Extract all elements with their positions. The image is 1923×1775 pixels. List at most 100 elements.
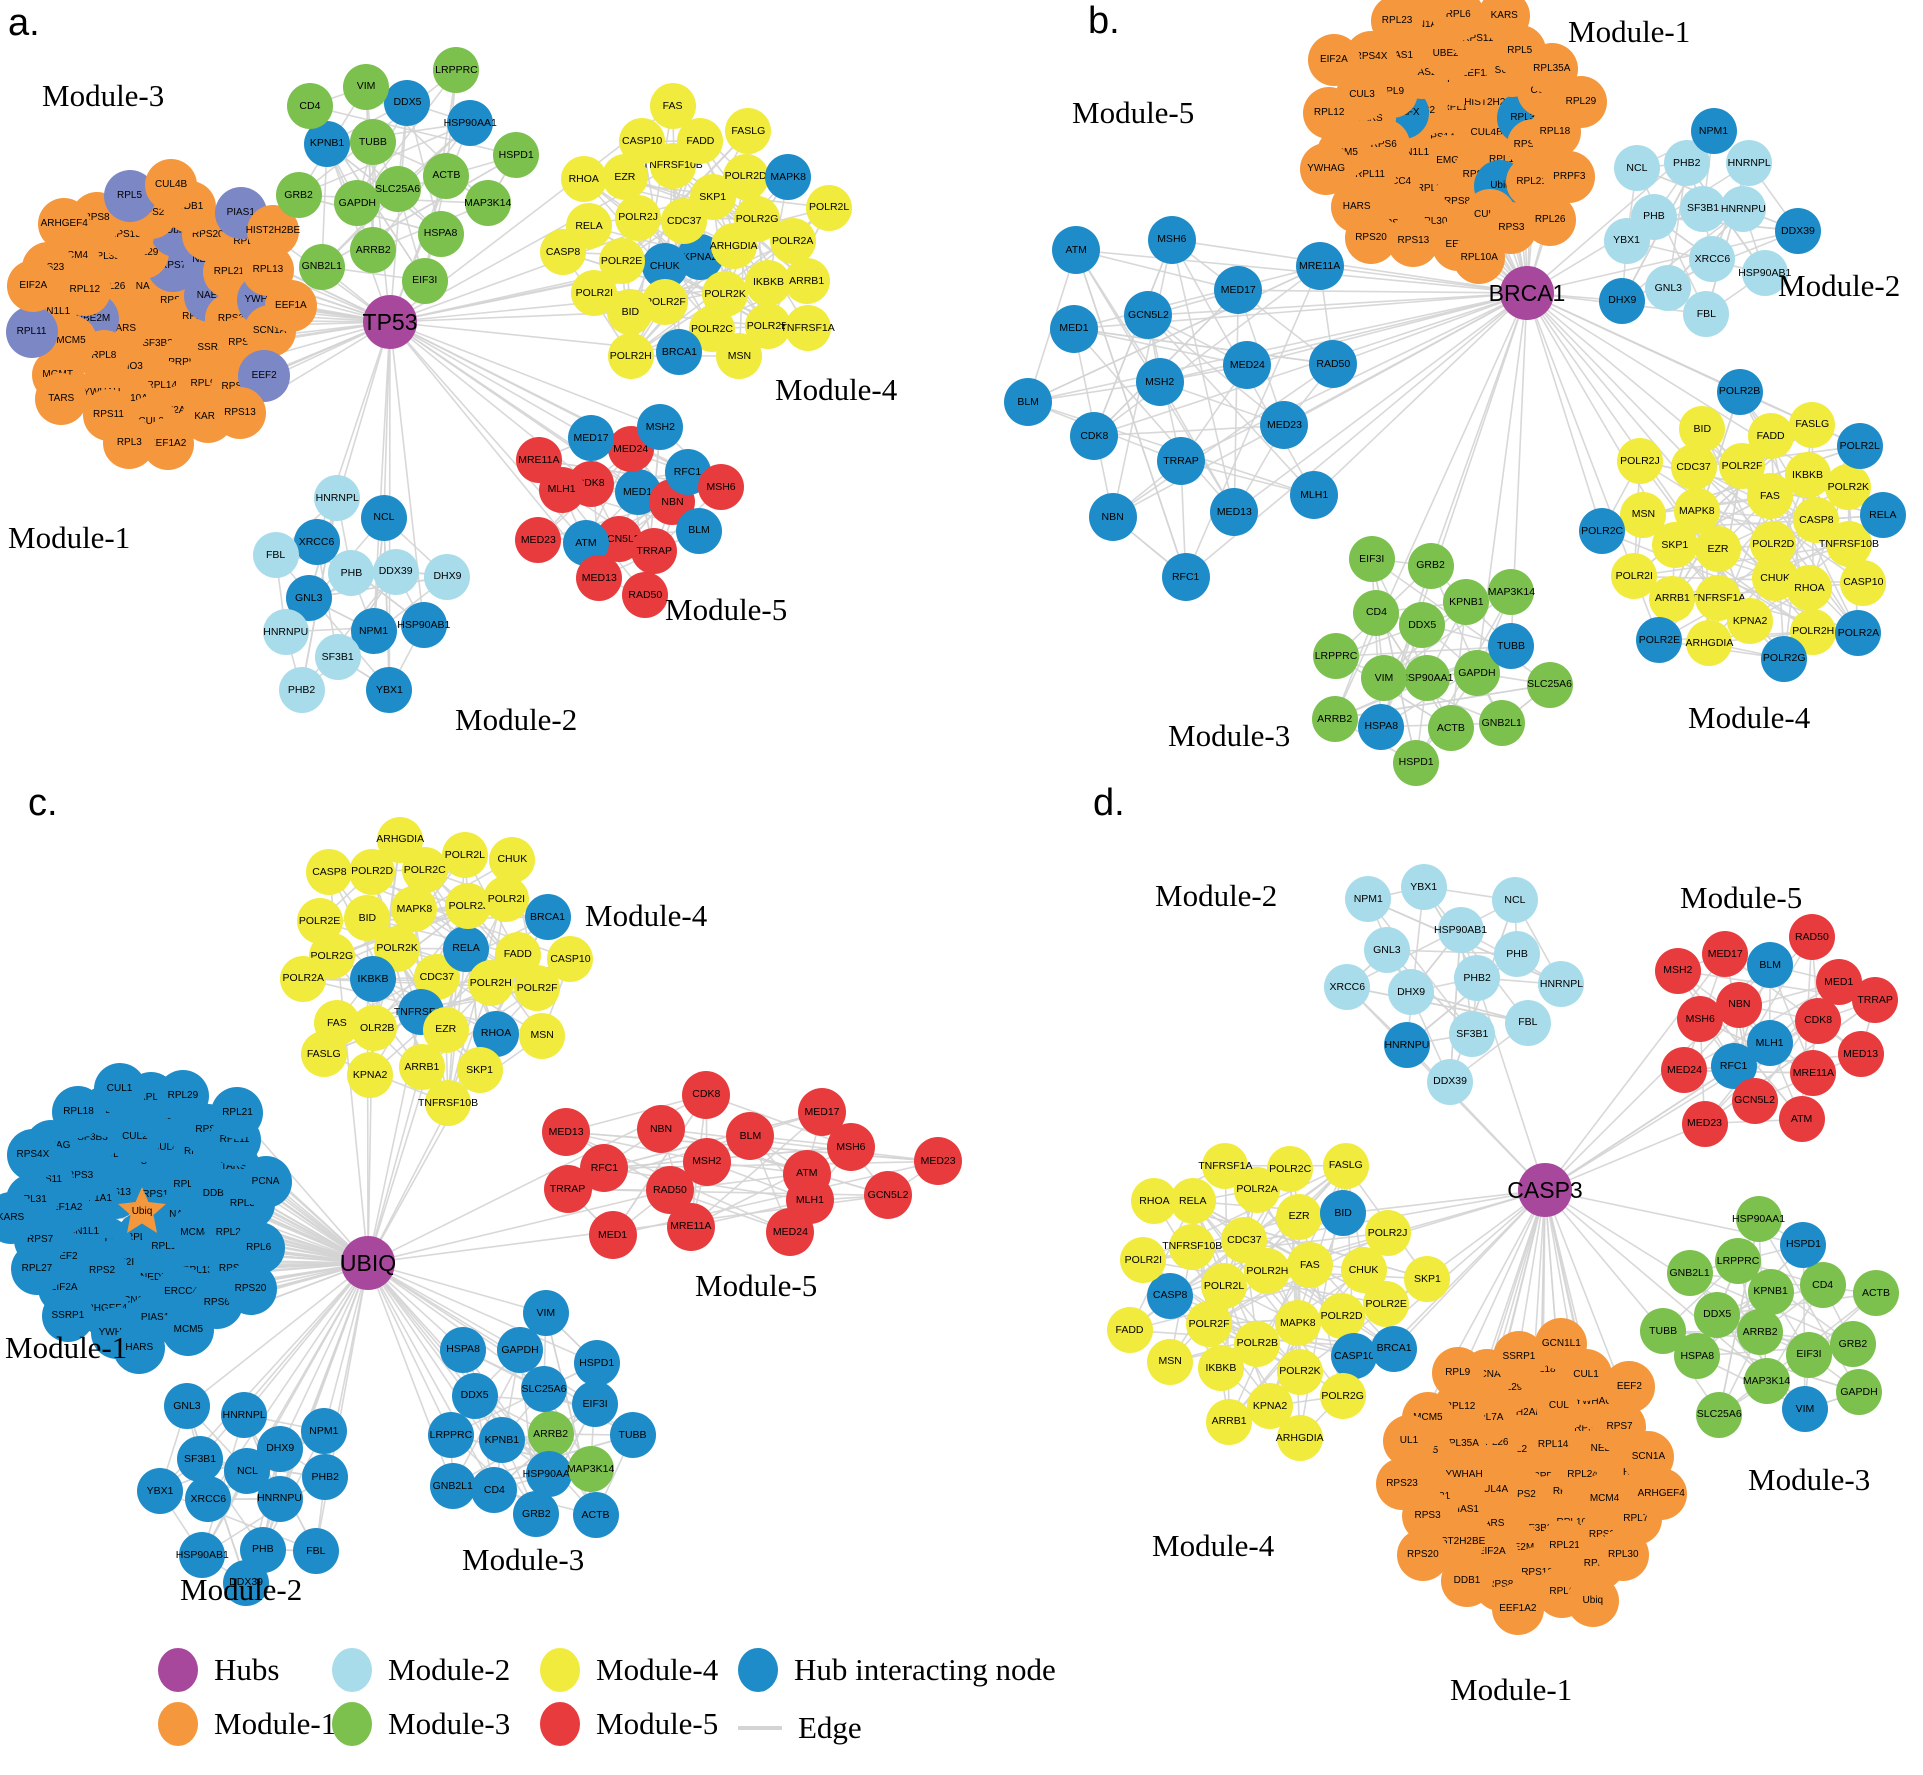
module-label-b-module-5: Module-5: [1072, 95, 1195, 130]
module-3-swatch: [332, 1702, 372, 1746]
gene-node-b-CD4: CD4: [1353, 589, 1400, 636]
gene-node-d-DHX9: DHX9: [1388, 968, 1435, 1015]
gene-node-d-POLR2L: POLR2L: [1201, 1262, 1248, 1309]
gene-node-a-CUL4B: CUL4B: [145, 158, 198, 211]
gene-node-c-SSRP1: SSRP1: [41, 1290, 94, 1343]
gene-node-d-DDX39: DDX39: [1427, 1058, 1474, 1105]
gene-node-b-EZR: EZR: [1695, 526, 1742, 573]
gene-node-d-CASP10: CASP10: [1331, 1333, 1378, 1379]
gene-node-c-GNB2L1: GNB2L1: [429, 1462, 476, 1509]
gene-node-d-RPS20: RPS20: [1396, 1528, 1449, 1581]
module-1-swatch: [158, 1702, 198, 1746]
legend-label: Hubs: [214, 1652, 280, 1687]
gene-node-d-HSP90AB1: HSP90AB1: [1434, 906, 1487, 953]
gene-node-d-TUBB: TUBB: [1640, 1308, 1687, 1355]
gene-node-b-POLR2E: POLR2E: [1636, 617, 1683, 664]
gene-node-a-BLM: BLM: [676, 507, 722, 554]
gene-node-a-POLR2L: POLR2L: [806, 184, 853, 231]
gene-node-a-RHOA: RHOA: [560, 155, 607, 202]
gene-node-a-DDX39: DDX39: [372, 548, 419, 595]
gene-node-d-RPS23: RPS23: [1376, 1458, 1429, 1511]
gene-node-c-ACTB: ACTB: [572, 1492, 619, 1539]
gene-node-c-POLR2L: POLR2L: [441, 831, 488, 878]
module-label-c-module-1: Module-1: [5, 1330, 128, 1365]
gene-node-b-CASP10: CASP10: [1840, 559, 1887, 606]
gene-node-c-KPNA2: KPNA2: [347, 1052, 394, 1099]
gene-node-c-EIF3I: EIF3I: [572, 1380, 619, 1427]
gene-node-d-EEF2: EEF2: [1603, 1360, 1656, 1413]
gene-node-d-MAPK8: MAPK8: [1274, 1299, 1321, 1346]
gene-node-c-GNL3: GNL3: [163, 1382, 210, 1429]
gene-node-a-EIF3I: EIF3I: [401, 257, 448, 304]
panel-letter-b: b.: [1088, 0, 1120, 42]
gene-node-d-MED13: MED13: [1837, 1031, 1884, 1078]
gene-node-d-LRPPRC: LRPPRC: [1715, 1238, 1762, 1285]
gene-node-d-IKBKB: IKBKB: [1197, 1344, 1244, 1391]
gene-node-b-RPL12: RPL12: [1303, 87, 1356, 140]
legend-item-module-1: Module-1: [158, 1702, 336, 1746]
gene-node-b-TRRAP: TRRAP: [1157, 437, 1205, 486]
module-label-b-module-4: Module-4: [1688, 700, 1811, 735]
gene-node-a-GNB2L1: GNB2L1: [298, 243, 345, 290]
gene-node-b-RPL10A: RPL10A: [1453, 231, 1506, 284]
legend-item-hubs: Hubs: [158, 1648, 279, 1692]
gene-node-a-CD4: CD4: [286, 82, 333, 129]
gene-node-c-CD4: CD4: [471, 1467, 518, 1514]
gene-node-c-DDX5: DDX5: [451, 1372, 498, 1419]
gene-node-d-NCL: NCL: [1491, 877, 1538, 924]
gene-node-b-XRCC6: XRCC6: [1689, 236, 1736, 283]
module-label-a-module-1: Module-1: [8, 520, 131, 555]
hub-node-UBIQ: UBIQ: [340, 1236, 396, 1290]
gene-node-d-GAPDH: GAPDH: [1836, 1368, 1882, 1415]
gene-node-c-BLM: BLM: [726, 1111, 775, 1160]
gene-node-b-RPL35A: RPL35A: [1525, 43, 1578, 96]
legend-label: Module-1: [214, 1706, 337, 1741]
gene-node-c-CHUK: CHUK: [489, 836, 536, 883]
gene-node-d-EEF1A2: EEF1A2: [1491, 1582, 1544, 1635]
gene-node-d-SKP1: SKP1: [1404, 1255, 1451, 1302]
module-label-a-module-4: Module-4: [775, 372, 898, 407]
gene-node-c-MSN: MSN: [519, 1012, 566, 1059]
gene-node-b-BID: BID: [1679, 406, 1726, 453]
gene-node-c-HSP90AB1: HSP90AB1: [176, 1532, 229, 1579]
panel-letter-c: c.: [28, 782, 58, 824]
gene-node-b-ATM: ATM: [1052, 226, 1101, 275]
gene-node-c-DDX39: DDX39: [223, 1559, 270, 1606]
gene-node-b-NAE1: NAE1: [1403, 0, 1456, 21]
gene-node-a-MSH6: MSH6: [698, 464, 745, 511]
gene-node-c-RPL27: RPL27: [10, 1243, 63, 1296]
gene-node-b-SLC25A6: SLC25A6: [1526, 661, 1573, 708]
gene-node-a-LRPPRC: LRPPRC: [433, 47, 480, 94]
gene-node-b-POLR2I: POLR2I: [1611, 553, 1658, 600]
gene-node-b-EIF3I: EIF3I: [1348, 535, 1395, 582]
hub-node-CASP3: CASP3: [1507, 1163, 1583, 1217]
gene-node-b-RHOA: RHOA: [1786, 564, 1833, 611]
gene-node-a-MAP3K14: MAP3K14: [464, 180, 511, 227]
gene-node-d-MED24: MED24: [1661, 1047, 1708, 1094]
gene-node-d-TNFRSF10B: TNFRSF10B: [1162, 1223, 1222, 1270]
gene-node-b-MED17: MED17: [1214, 266, 1263, 315]
gene-node-d-ATM: ATM: [1778, 1096, 1825, 1143]
gene-node-a-HNRNPU: HNRNPU: [262, 608, 309, 655]
legend-label: Module-4: [596, 1652, 719, 1687]
module-label-c-module-5: Module-5: [695, 1268, 818, 1303]
gene-node-a-FASLG: FASLG: [725, 108, 772, 155]
gene-node-b-DDX39: DDX39: [1774, 207, 1821, 254]
gene-node-d-DDB1: DDB1: [1440, 1555, 1493, 1608]
gene-node-d-POLR2B: POLR2B: [1234, 1320, 1281, 1367]
gene-node-c-GAPDH: GAPDH: [496, 1326, 543, 1373]
legend: Hubs Module-2 Module-4 Hub interacting n…: [0, 1640, 1923, 1775]
gene-node-a-ARHGEF4: ARHGEF4: [38, 198, 91, 251]
gene-node-c-GCN5L2: GCN5L2: [864, 1171, 913, 1220]
gene-node-d-GNL3: GNL3: [1363, 926, 1410, 973]
gene-node-c-MED24: MED24: [766, 1208, 815, 1257]
gene-node-d-RAD50: RAD50: [1788, 913, 1835, 960]
gene-node-c-ARRB2: ARRB2: [527, 1410, 574, 1457]
gene-node-b-POLR2C: POLR2C: [1579, 508, 1626, 555]
gene-node-c-HARS: HARS: [113, 1322, 166, 1375]
gene-node-b-GCN5L2: GCN5L2: [1124, 291, 1173, 340]
gene-node-a-MSN: MSN: [716, 332, 763, 379]
gene-node-d-MSH2: MSH2: [1654, 947, 1701, 994]
gene-node-d-HNRNPL: HNRNPL: [1538, 961, 1585, 1008]
gene-node-a-ACTB: ACTB: [423, 152, 470, 199]
